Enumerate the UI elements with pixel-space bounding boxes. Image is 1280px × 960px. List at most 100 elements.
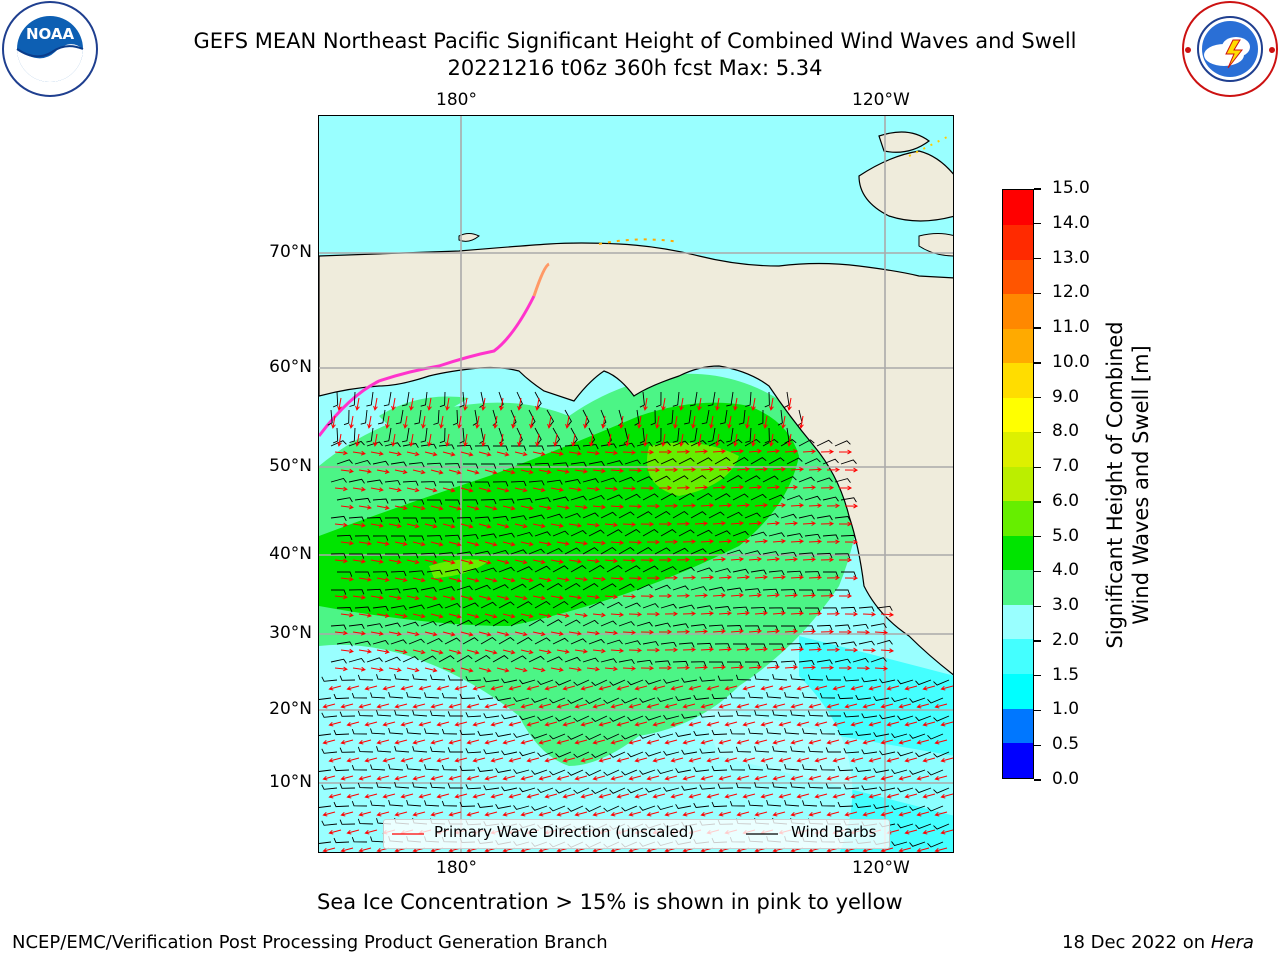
wave-direction-arrow bbox=[406, 631, 420, 637]
wind-barb bbox=[841, 571, 857, 577]
wave-direction-arrow bbox=[682, 467, 697, 472]
wind-barb bbox=[609, 751, 626, 758]
wind-barb bbox=[636, 476, 653, 483]
wave-direction-arrow bbox=[496, 451, 510, 457]
wind-barb bbox=[528, 548, 545, 555]
wave-direction-arrow bbox=[712, 593, 727, 598]
wind-barb bbox=[726, 439, 743, 447]
wind-barb bbox=[339, 747, 356, 753]
wave-direction-arrow bbox=[844, 647, 859, 653]
wave-direction-arrow bbox=[574, 775, 588, 781]
wave-direction-arrow bbox=[385, 415, 390, 429]
wave-direction-arrow bbox=[574, 540, 588, 546]
wind-barb bbox=[564, 512, 581, 519]
wind-barb bbox=[516, 637, 533, 645]
wave-direction-arrow bbox=[787, 433, 792, 447]
wind-barb bbox=[406, 799, 422, 807]
wave-direction-arrow bbox=[850, 685, 864, 691]
wind-barb bbox=[546, 445, 563, 451]
wave-direction-arrow bbox=[700, 703, 714, 709]
wind-barb bbox=[537, 679, 554, 686]
wave-direction-arrow bbox=[730, 592, 745, 598]
wind-barb bbox=[780, 513, 797, 519]
wind-barb bbox=[394, 709, 410, 717]
wind-barb bbox=[510, 480, 527, 487]
wave-direction-arrow bbox=[472, 685, 486, 691]
wind-barb bbox=[639, 697, 656, 703]
wind-barb bbox=[447, 783, 463, 789]
wave-direction-arrow bbox=[790, 647, 805, 652]
wind-barb bbox=[372, 571, 389, 577]
wind-barb bbox=[585, 769, 602, 777]
wave-direction-arrow bbox=[736, 574, 751, 580]
wind-barb bbox=[657, 697, 674, 703]
wave-direction-arrow bbox=[340, 468, 354, 474]
wave-direction-arrow bbox=[610, 739, 624, 745]
wave-direction-arrow bbox=[376, 811, 390, 817]
wave-direction-arrow bbox=[439, 415, 444, 429]
wind-barb bbox=[564, 619, 581, 627]
wave-direction-arrow bbox=[466, 469, 480, 475]
wave-direction-arrow bbox=[532, 487, 546, 493]
wave-direction-arrow bbox=[376, 469, 390, 474]
wave-direction-arrow bbox=[322, 811, 336, 817]
wind-barb bbox=[714, 606, 731, 612]
wind-barb bbox=[754, 710, 770, 717]
wind-barb bbox=[420, 586, 437, 592]
wind-barb bbox=[516, 531, 533, 537]
wave-direction-arrow bbox=[742, 685, 756, 691]
wind-barb bbox=[624, 528, 641, 537]
wave-direction-arrow bbox=[724, 793, 738, 799]
wave-direction-arrow bbox=[322, 739, 336, 745]
wave-direction-arrow bbox=[712, 485, 727, 490]
wave-direction-arrow bbox=[592, 703, 606, 709]
wind-barb bbox=[573, 787, 590, 794]
wind-barb bbox=[498, 636, 515, 645]
wind-barb bbox=[552, 565, 569, 573]
wind-barb bbox=[366, 479, 383, 485]
wind-barb bbox=[711, 693, 728, 700]
lat-label-70n: 70°N bbox=[269, 242, 312, 262]
wave-direction-arrow bbox=[520, 649, 534, 655]
wave-direction-arrow bbox=[814, 757, 828, 763]
wind-barb bbox=[426, 603, 443, 609]
wind-barb bbox=[438, 444, 455, 450]
wave-direction-arrow bbox=[760, 793, 774, 799]
colorbar-segment bbox=[1003, 638, 1033, 674]
wave-direction-arrow bbox=[820, 593, 835, 599]
wind-barb bbox=[714, 457, 731, 465]
wave-direction-arrow bbox=[538, 469, 552, 475]
wave-direction-arrow bbox=[790, 775, 804, 781]
wind-barb bbox=[621, 769, 638, 776]
wave-direction-arrow bbox=[664, 811, 678, 817]
wave-direction-arrow bbox=[388, 667, 402, 673]
wind-barb bbox=[465, 784, 482, 790]
wind-barb bbox=[319, 733, 332, 736]
wind-barb bbox=[807, 782, 824, 789]
wind-barb bbox=[534, 531, 551, 537]
wind-barb bbox=[909, 697, 926, 703]
colorbar-tick-label: 4.0 bbox=[1052, 560, 1080, 581]
wave-direction-arrow bbox=[790, 811, 804, 817]
wave-direction-arrow bbox=[532, 595, 546, 601]
wave-direction-arrow bbox=[496, 631, 510, 637]
wave-direction-arrow bbox=[766, 556, 781, 562]
wave-direction-arrow bbox=[922, 685, 936, 691]
wind-barb bbox=[744, 550, 761, 556]
wind-barb bbox=[403, 517, 419, 523]
wind-barb bbox=[714, 568, 731, 573]
wave-direction-layer bbox=[322, 397, 953, 852]
wind-barb bbox=[708, 586, 725, 592]
wave-direction-arrow bbox=[460, 451, 474, 457]
wave-direction-arrow bbox=[700, 811, 714, 817]
wave-direction-arrow bbox=[640, 665, 655, 671]
wind-barb bbox=[555, 787, 572, 794]
wind-barb bbox=[663, 786, 680, 792]
wind-barb bbox=[537, 787, 554, 794]
wind-barb bbox=[764, 391, 770, 408]
wind-barb bbox=[366, 623, 383, 629]
wind-barb bbox=[618, 621, 635, 627]
wind-barb bbox=[639, 391, 645, 408]
wave-direction-arrow bbox=[592, 739, 606, 745]
wind-barb bbox=[546, 479, 563, 485]
